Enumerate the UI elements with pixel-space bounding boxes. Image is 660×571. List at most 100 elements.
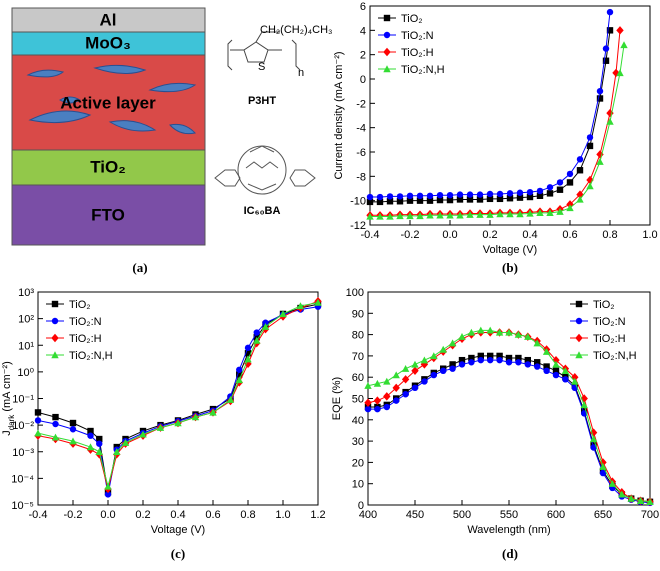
marker (487, 352, 494, 360)
marker (526, 188, 534, 196)
x-tick-label: 0.0 (100, 509, 115, 521)
marker (596, 87, 604, 95)
marker (244, 355, 252, 363)
marker (401, 364, 410, 372)
x-tick-label: 700 (641, 509, 659, 521)
marker (235, 376, 243, 384)
marker (496, 190, 504, 198)
marker (253, 329, 260, 336)
p3ht-structure (227, 31, 301, 71)
marker (104, 482, 112, 490)
marker (174, 419, 182, 427)
marker (386, 212, 394, 220)
marker (416, 212, 424, 220)
marker (514, 330, 523, 338)
marker (590, 444, 597, 451)
marker (576, 156, 584, 163)
marker (516, 210, 524, 218)
legend-label: TiO₂:N,H (69, 350, 113, 362)
legend-marker (51, 300, 59, 308)
marker (505, 354, 513, 362)
plot-frame (369, 5, 651, 226)
marker (516, 194, 524, 201)
marker (456, 196, 464, 203)
icba-structure (214, 145, 316, 195)
marker (383, 392, 391, 401)
y-tick-label: 10⁻⁵ (11, 500, 34, 512)
marker (449, 365, 456, 372)
y-tick-label: 90 (352, 308, 364, 320)
marker (449, 361, 456, 368)
marker (543, 367, 550, 375)
y-tick-label: -2 (356, 98, 366, 110)
marker (416, 192, 424, 199)
legend-marker (575, 351, 583, 359)
x-tick-label: 1.0 (642, 229, 657, 241)
y-tick-label: 10² (18, 314, 34, 326)
molecule-name: IC₆₀BA (244, 205, 281, 217)
marker (556, 186, 564, 193)
marker (580, 394, 588, 403)
marker (477, 326, 485, 334)
y-tick-label: 6 (360, 1, 366, 13)
marker (506, 190, 514, 197)
marker (524, 356, 531, 364)
marker (543, 363, 550, 370)
marker (546, 190, 554, 197)
marker (576, 167, 584, 174)
marker (524, 361, 531, 368)
marker (505, 328, 513, 336)
marker (477, 356, 484, 364)
marker (436, 191, 444, 199)
marker (515, 359, 522, 366)
legend-label: TiO₂:N (69, 316, 102, 328)
cage (245, 145, 279, 191)
marker (236, 371, 243, 378)
marker (401, 375, 410, 384)
marker (296, 302, 305, 310)
panel-label: (c) (171, 546, 185, 561)
marker (420, 356, 429, 364)
marker (608, 480, 617, 487)
plot-frame (367, 291, 651, 506)
marker (139, 430, 147, 438)
marker (566, 204, 574, 212)
marker (458, 356, 466, 364)
legend-marker (51, 317, 59, 325)
marker (393, 397, 400, 404)
marker (496, 356, 503, 364)
marker (279, 310, 287, 318)
x-tick-label: 0.6 (205, 509, 220, 521)
marker (552, 371, 560, 379)
marker (515, 354, 522, 362)
x-tick-label: 0.4 (170, 509, 185, 521)
y-tick-label: 100 (346, 287, 364, 299)
y-tick-label: 10⁻¹ (12, 394, 34, 406)
legend-marker (575, 300, 583, 308)
blobs (26, 64, 197, 135)
marker (364, 398, 372, 407)
marker (364, 382, 372, 389)
marker (411, 360, 419, 368)
marker (426, 192, 434, 199)
marker (156, 424, 165, 431)
marker (552, 360, 560, 368)
marker (396, 193, 404, 200)
marker (96, 435, 103, 443)
molecule-name: P3HT (248, 95, 276, 107)
series-line (368, 359, 650, 504)
marker (506, 210, 514, 218)
marker (406, 197, 414, 204)
marker (374, 405, 381, 413)
marker (556, 179, 564, 186)
marker (34, 409, 42, 416)
marker (571, 377, 579, 385)
marker (373, 379, 382, 387)
marker (436, 211, 444, 219)
y-tick-label: 0 (360, 74, 366, 86)
layer-label: Al (100, 10, 117, 29)
marker (546, 184, 554, 191)
legend-marker (383, 47, 391, 57)
marker (476, 210, 484, 218)
